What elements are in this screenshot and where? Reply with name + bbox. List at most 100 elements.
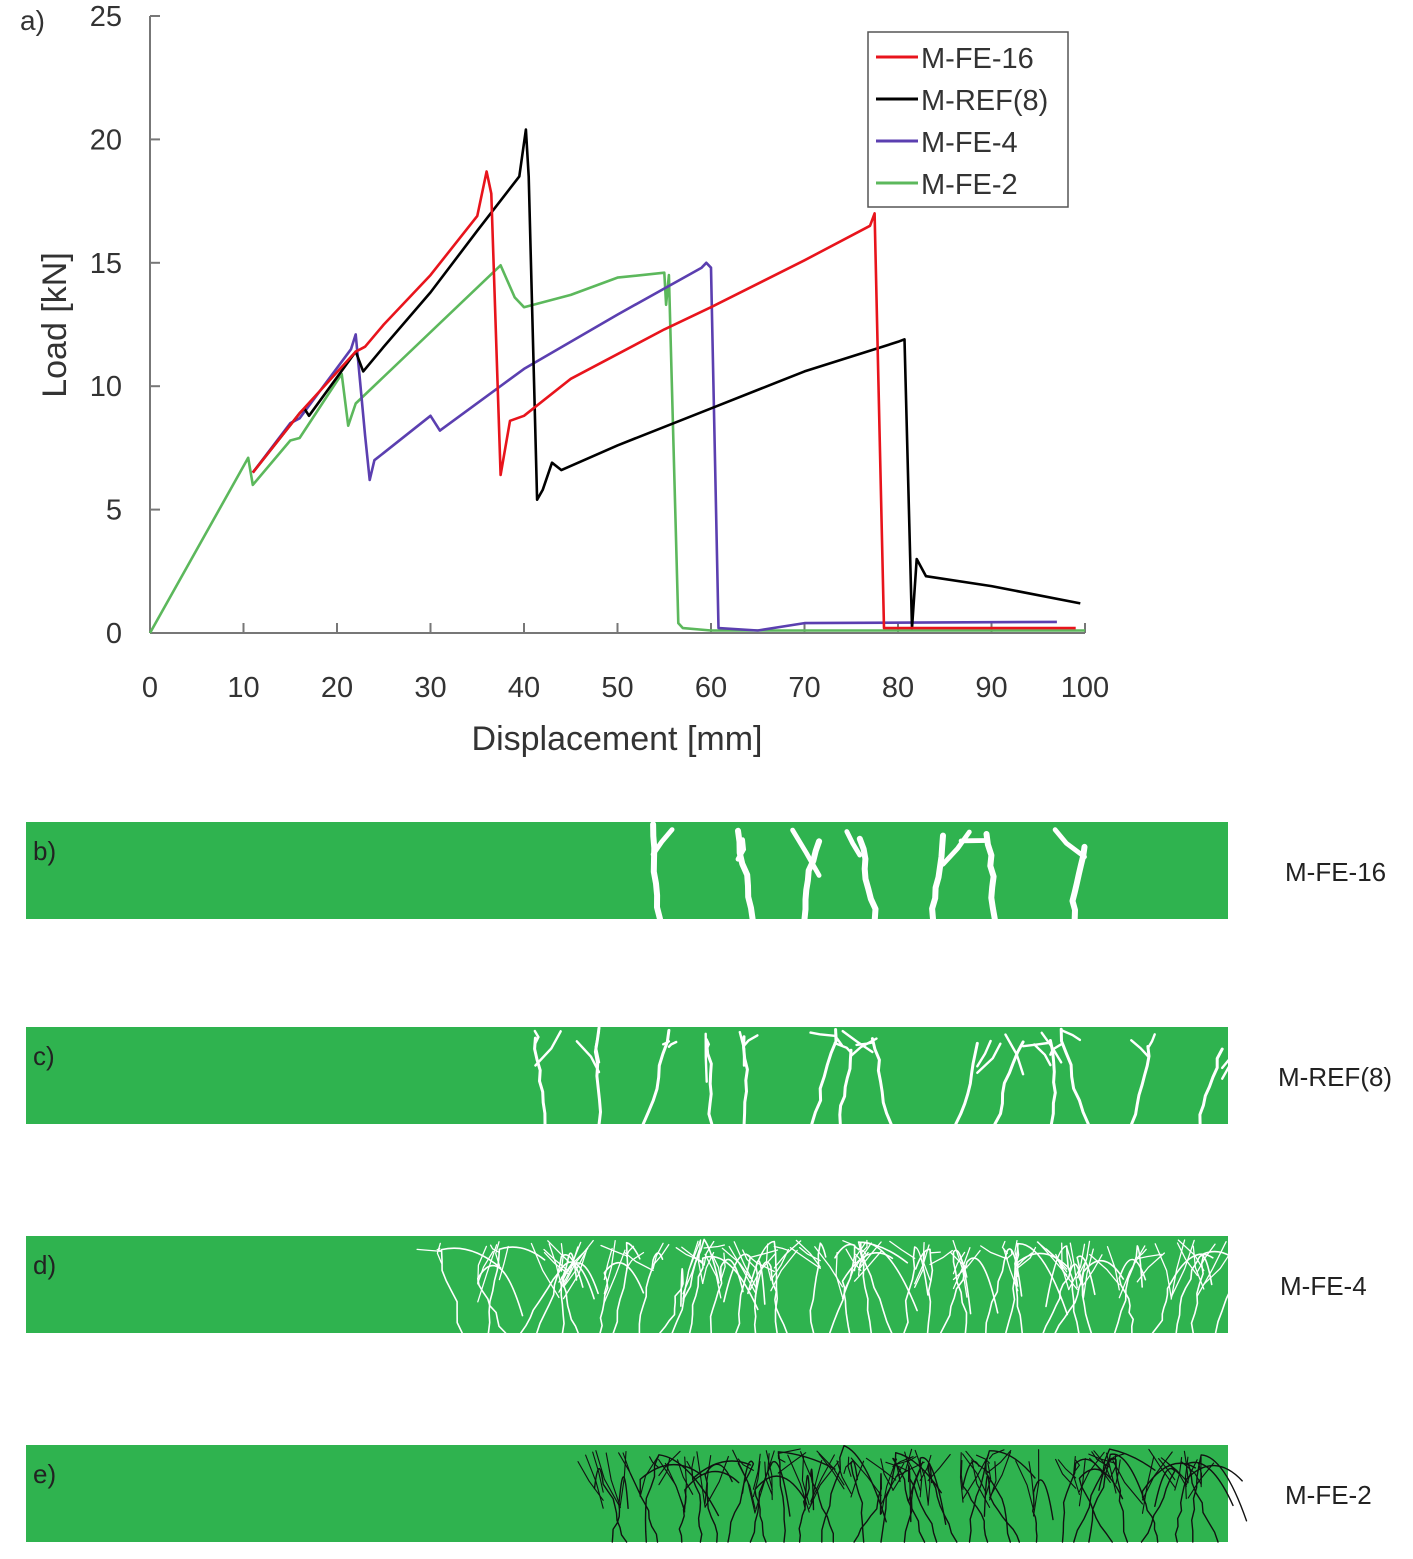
crack-branch <box>880 1458 894 1491</box>
crack-branch <box>841 1242 872 1300</box>
crack-branch <box>1146 1033 1156 1050</box>
crack-branch <box>773 1245 789 1251</box>
crack-branch <box>1184 1456 1189 1500</box>
crack-branch <box>1106 1246 1120 1291</box>
crack-line <box>810 1028 838 1126</box>
crack-branch <box>895 1461 925 1478</box>
crack-line <box>1175 1254 1213 1334</box>
crack-line <box>639 1463 703 1543</box>
crack-line <box>1151 1253 1214 1334</box>
crack-branch <box>498 1245 509 1281</box>
crack-branch <box>980 1245 1009 1260</box>
crack-branch <box>1221 1036 1243 1070</box>
series-line-m-fe-4 <box>251 261 1057 632</box>
crack-branch <box>1174 1456 1183 1491</box>
crack-branch <box>548 1243 563 1287</box>
crack-branch <box>777 1452 807 1474</box>
crack-line <box>477 1264 524 1334</box>
crack-branch <box>1068 1243 1086 1291</box>
crack-branch <box>477 1245 488 1285</box>
crack-branch <box>1170 1239 1186 1300</box>
crack-branch <box>777 1448 801 1454</box>
crack-line <box>612 1241 641 1334</box>
crack-line <box>1032 1479 1054 1543</box>
crack-branch <box>754 1450 775 1514</box>
crack-branch <box>985 1462 992 1496</box>
crack-line <box>954 1041 979 1126</box>
crack-line <box>709 1258 744 1334</box>
crack-branch <box>1055 1253 1078 1291</box>
crack-branch <box>960 1460 964 1490</box>
crack-branch <box>1136 1248 1147 1259</box>
crack-branch <box>533 1029 540 1045</box>
crack-line <box>801 838 823 922</box>
panel-label: c) <box>33 1041 55 1071</box>
crack-branch <box>844 829 863 858</box>
crack-branch <box>1106 1458 1114 1462</box>
x-tick-label: 60 <box>695 672 727 704</box>
crack-branch <box>1109 1453 1125 1462</box>
crack-branch <box>1075 1459 1081 1471</box>
y-tick-label: 5 <box>106 495 122 527</box>
crack-branch <box>1109 1455 1117 1479</box>
crack-branch <box>918 1460 923 1498</box>
crack-line <box>903 1246 929 1334</box>
crack-line <box>704 1463 733 1543</box>
crack-branch <box>1033 1043 1052 1067</box>
crack-branch <box>914 1251 926 1288</box>
series-line-m-fe-16 <box>251 170 1076 630</box>
crack-branch <box>1187 1462 1215 1499</box>
crack-branch <box>1014 1250 1019 1278</box>
beam-bar <box>26 822 1228 919</box>
crack-branch <box>929 1251 941 1255</box>
crack-branch <box>907 1461 924 1502</box>
crack-line <box>440 1247 502 1334</box>
x-tick-label: 20 <box>321 672 353 704</box>
crack-branch <box>543 1251 570 1275</box>
crack-line <box>611 1476 629 1543</box>
crack-panel-b <box>26 821 1228 922</box>
crack-branch <box>605 1452 621 1508</box>
crack-branch <box>1089 1253 1120 1286</box>
crack-branch <box>749 1249 779 1259</box>
crack-branch <box>704 1455 729 1508</box>
crack-branch <box>658 1458 671 1486</box>
crack-branch <box>534 1030 562 1067</box>
crack-branch <box>1028 1461 1035 1497</box>
crack-line <box>968 1450 1036 1543</box>
crack-branch <box>650 827 675 857</box>
crack-branch <box>704 1455 712 1504</box>
crack-branch <box>1014 1239 1018 1263</box>
crack-branch <box>850 1457 882 1496</box>
crack-branch <box>603 1247 613 1281</box>
crack-line <box>1073 1448 1156 1543</box>
beam-bar <box>26 1236 1228 1333</box>
crack-branch <box>1198 1463 1203 1485</box>
crack-branch <box>1032 1449 1040 1517</box>
crack-line <box>984 1459 1011 1543</box>
legend-entry: M-FE-2 <box>921 169 1018 201</box>
crack-branch <box>1177 1239 1205 1272</box>
y-tick-label: 10 <box>90 371 122 403</box>
crack-line <box>1076 1255 1096 1334</box>
crack-branch <box>742 1034 759 1047</box>
legend-entry: M-FE-16 <box>921 43 1034 75</box>
crack-line <box>650 821 663 922</box>
crack-branch <box>773 1240 802 1269</box>
crack-branch <box>976 1042 1002 1074</box>
crack-branch <box>836 1460 852 1494</box>
y-tick-label: 0 <box>106 618 122 650</box>
crack-branch <box>914 1449 929 1504</box>
legend-entry: M-FE-4 <box>921 127 1018 159</box>
specimen-label: M-FE-4 <box>1280 1271 1367 1301</box>
crack-line <box>1190 1250 1252 1334</box>
crack-branch <box>1176 1242 1199 1277</box>
crack-branch <box>835 1252 844 1298</box>
crack-line <box>705 1042 714 1126</box>
crack-branch <box>721 1247 751 1279</box>
crack-branch <box>1203 1252 1232 1285</box>
crack-line <box>735 827 756 922</box>
crack-branch <box>855 1041 874 1047</box>
crack-line <box>809 1242 827 1334</box>
crack-line <box>593 1468 628 1543</box>
